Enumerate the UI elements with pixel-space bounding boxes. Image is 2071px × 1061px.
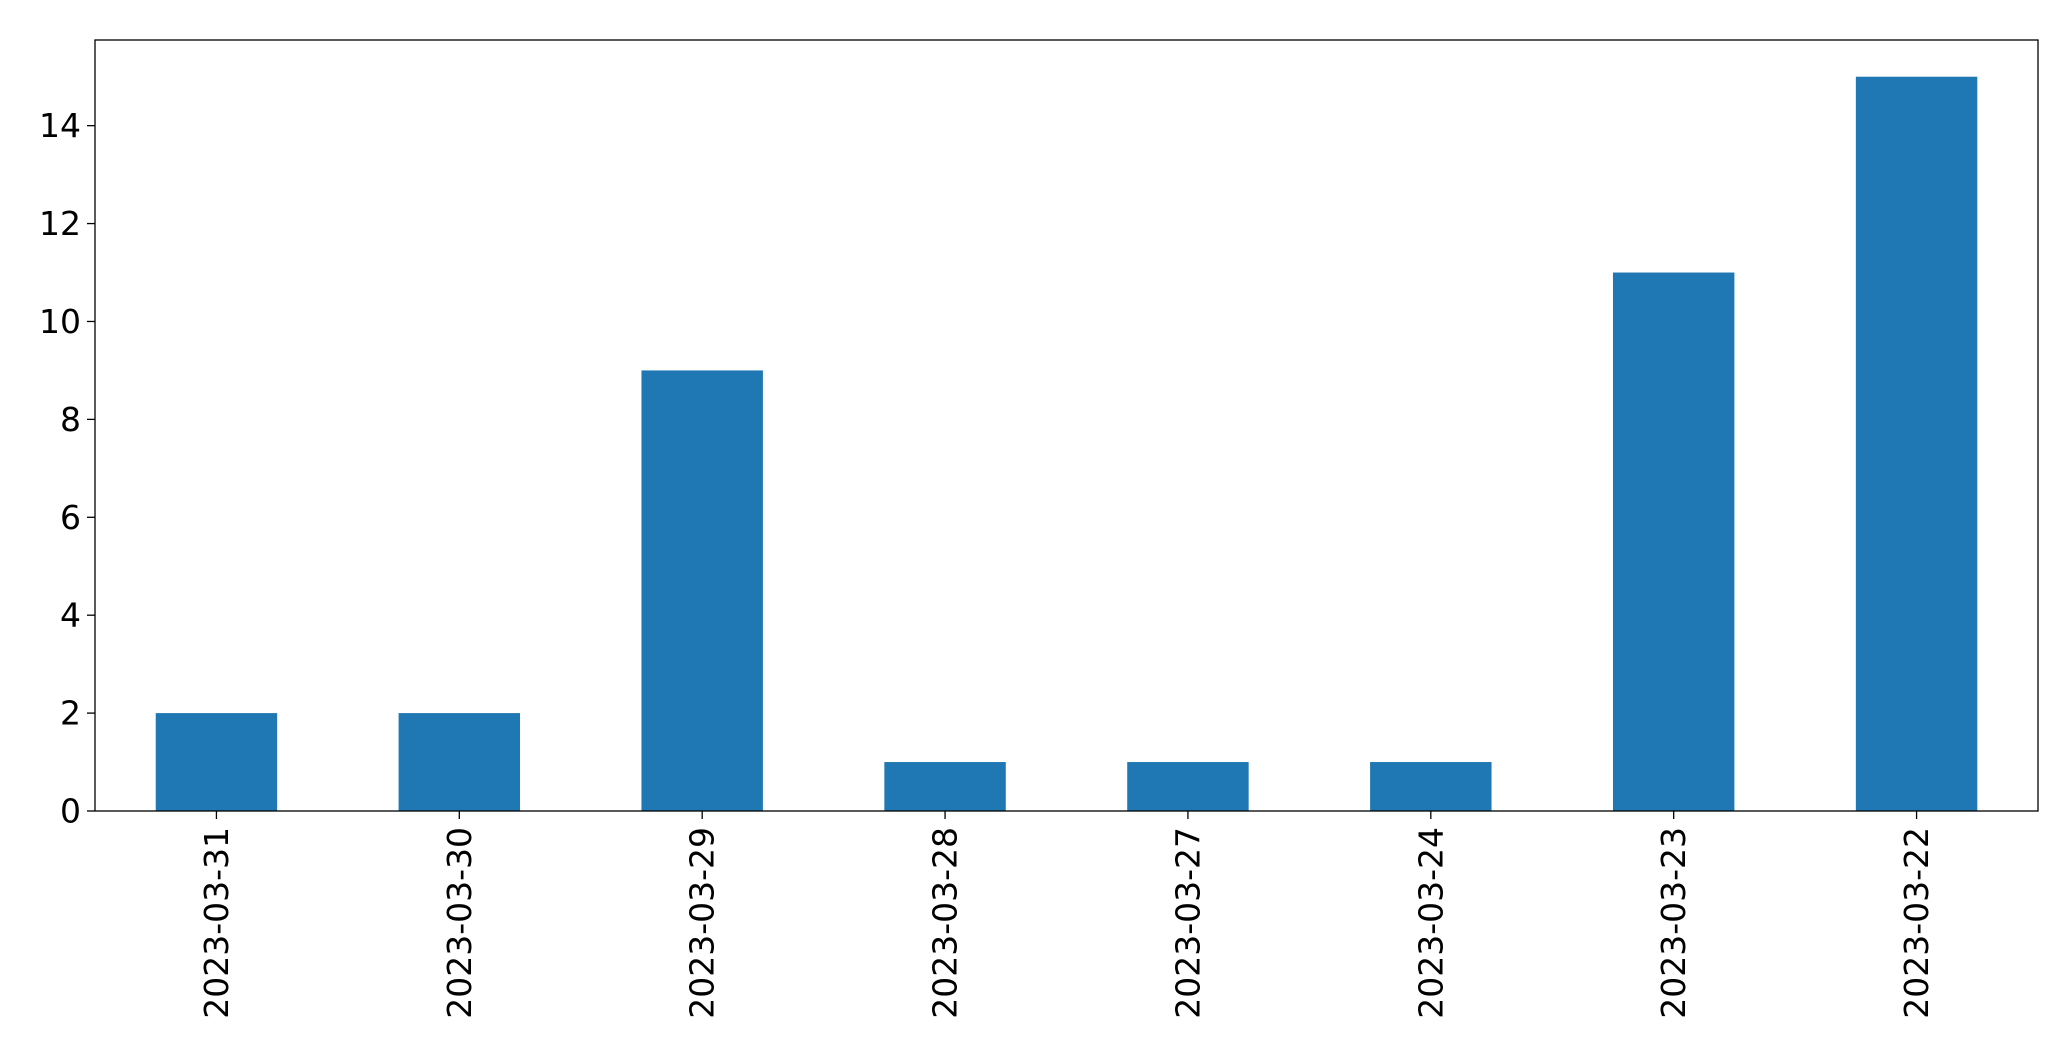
- bar-2023-03-23: [1612, 272, 1735, 811]
- bar-2023-03-29: [641, 370, 763, 811]
- bars-group: [155, 76, 1978, 811]
- bar-2023-03-27: [1127, 762, 1249, 811]
- y-axis: 0 2 4 6 8 10 12 14: [39, 106, 95, 831]
- x-tick-label: 2023-03-29: [683, 827, 722, 1019]
- x-tick-label: 2023-03-31: [197, 827, 236, 1019]
- x-tick-label: 2023-03-30: [440, 827, 479, 1019]
- y-tick-label: 8: [60, 400, 81, 439]
- y-tick-label: 2: [60, 694, 81, 733]
- bar-2023-03-28: [884, 762, 1006, 811]
- bar-2023-03-24: [1370, 762, 1492, 811]
- x-tick-label: 2023-03-22: [1897, 827, 1936, 1019]
- x-tick-label: 2023-03-24: [1411, 827, 1450, 1019]
- bar-2023-03-31: [155, 713, 278, 811]
- x-tick-label: 2023-03-27: [1168, 827, 1207, 1019]
- bar-2023-03-30: [398, 713, 521, 811]
- y-tick-label: 6: [60, 498, 81, 537]
- y-tick-label: 4: [60, 596, 81, 635]
- bar-2023-03-22: [1855, 76, 1978, 811]
- x-tick-label: 2023-03-23: [1654, 827, 1693, 1019]
- x-axis: 2023-03-31 2023-03-30 2023-03-29 2023-03-28…: [197, 811, 1936, 1019]
- y-tick-label: 0: [60, 792, 81, 831]
- y-tick-label: 14: [39, 106, 81, 145]
- y-tick-label: 10: [39, 302, 81, 341]
- y-tick-label: 12: [39, 204, 81, 243]
- plot-frame: [94, 39, 2039, 812]
- x-tick-label: 2023-03-28: [926, 827, 965, 1019]
